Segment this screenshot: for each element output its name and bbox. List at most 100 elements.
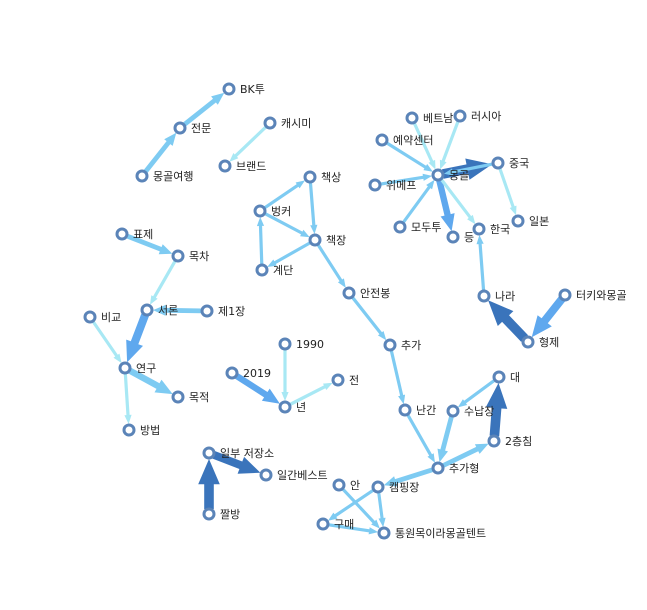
node-vietnam[interactable]: 베트남 — [405, 111, 453, 125]
node-bktu[interactable]: BK투 — [222, 82, 265, 96]
node-wimepeu[interactable]: 위메프 — [368, 178, 416, 192]
node-seoron[interactable]: 서론 — [140, 303, 178, 317]
node-circle[interactable] — [332, 478, 346, 492]
node-yeongu[interactable]: 연구 — [118, 361, 156, 375]
node-bangbeop[interactable]: 방법 — [122, 423, 160, 437]
node-nyeon[interactable]: 년 — [278, 400, 306, 414]
node-mokcha[interactable]: 목차 — [171, 249, 209, 263]
node-turkey[interactable]: 터키와몽골 — [558, 288, 627, 302]
node-circle[interactable] — [135, 169, 149, 183]
node-circle[interactable] — [173, 121, 187, 135]
node-circle[interactable] — [218, 159, 232, 173]
node-circle[interactable] — [225, 366, 239, 380]
node-circle[interactable] — [222, 82, 236, 96]
node-circle[interactable] — [263, 116, 277, 130]
node-circle[interactable] — [477, 289, 491, 303]
node-bigyo[interactable]: 비교 — [83, 310, 121, 324]
node-anjeonbong[interactable]: 안전봉 — [342, 286, 390, 300]
node-circle[interactable] — [377, 526, 391, 540]
node-ilgan[interactable]: 일간베스트 — [259, 468, 328, 482]
node-circle[interactable] — [431, 168, 445, 182]
node-deung[interactable]: 등 — [446, 230, 474, 244]
node-circle[interactable] — [316, 517, 330, 531]
node-mokjeok[interactable]: 목적 — [171, 390, 209, 404]
node-circle[interactable] — [492, 370, 506, 384]
node-nara[interactable]: 나라 — [477, 289, 515, 303]
node-circle[interactable] — [278, 337, 292, 351]
node-circle[interactable] — [200, 304, 214, 318]
node-chaeksang[interactable]: 책상 — [303, 170, 341, 184]
node-circle[interactable] — [202, 507, 216, 521]
node-circle[interactable] — [371, 480, 385, 494]
node-sunapjang[interactable]: 수납장 — [446, 404, 494, 418]
node-circle[interactable] — [393, 220, 407, 234]
node-circle[interactable] — [521, 335, 535, 349]
node-circle[interactable] — [171, 390, 185, 404]
node-circle[interactable] — [368, 178, 382, 192]
node-pyoje[interactable]: 표제 — [115, 227, 153, 241]
node-circle[interactable] — [405, 111, 419, 125]
node-circle[interactable] — [383, 338, 397, 352]
node-circle[interactable] — [278, 400, 292, 414]
node-circle[interactable] — [446, 404, 460, 418]
node-circle[interactable] — [446, 230, 460, 244]
node-circle[interactable] — [259, 468, 273, 482]
node-brand[interactable]: 브랜드 — [218, 159, 266, 173]
node-jjalbang[interactable]: 짤방 — [202, 507, 240, 521]
node-n1990[interactable]: 1990 — [278, 337, 324, 351]
node-circle[interactable] — [118, 361, 132, 375]
node-jeonmun[interactable]: 전문 — [173, 121, 211, 135]
node-ichung[interactable]: 2층침 — [487, 434, 532, 448]
node-circle[interactable] — [171, 249, 185, 263]
node-japan[interactable]: 일본 — [511, 214, 549, 228]
node-je1jang[interactable]: 제1장 — [200, 304, 245, 318]
node-circle[interactable] — [83, 310, 97, 324]
node-circle[interactable] — [431, 461, 445, 475]
node-china[interactable]: 중국 — [491, 156, 529, 170]
node-circle[interactable] — [255, 263, 269, 277]
node-mongol[interactable]: 몽골 — [431, 168, 469, 182]
node-circle[interactable] — [253, 204, 267, 218]
node-yeyak[interactable]: 예약센터 — [375, 133, 433, 147]
node-ilbu[interactable]: 일부 저장소 — [202, 446, 274, 460]
node-circle[interactable] — [140, 303, 154, 317]
node-dae[interactable]: 대 — [492, 370, 520, 384]
node-circle[interactable] — [511, 214, 525, 228]
node-nangan[interactable]: 난간 — [398, 403, 436, 417]
node-hyeongje[interactable]: 형제 — [521, 335, 559, 349]
node-circle[interactable] — [115, 227, 129, 241]
node-circle[interactable] — [398, 403, 412, 417]
node-gumae[interactable]: 구매 — [316, 517, 354, 531]
node-russia[interactable]: 러시아 — [453, 109, 501, 123]
node-circle[interactable] — [375, 133, 389, 147]
node-circle[interactable] — [122, 423, 136, 437]
node-circle[interactable] — [308, 233, 322, 247]
node-label: BK투 — [240, 83, 265, 96]
node-korea[interactable]: 한국 — [472, 222, 510, 236]
node-circle[interactable] — [472, 222, 486, 236]
node-circle[interactable] — [491, 156, 505, 170]
node-cashmere[interactable]: 캐시미 — [263, 116, 311, 130]
node-circle[interactable] — [331, 373, 345, 387]
node-circle[interactable] — [342, 286, 356, 300]
node-modutu[interactable]: 모두투 — [393, 220, 441, 234]
node-chugahyeong[interactable]: 추가형 — [431, 461, 479, 475]
node-tongwon[interactable]: 통원목이라몽골텐트 — [377, 526, 486, 540]
node-chuga[interactable]: 추가 — [383, 338, 421, 352]
node-label: 캐시미 — [281, 117, 311, 130]
node-bungker[interactable]: 벙커 — [253, 204, 291, 218]
node-circle[interactable] — [202, 446, 216, 460]
node-n2019[interactable]: 2019 — [225, 366, 271, 380]
edge-chugahyeong-to-camping — [383, 467, 434, 487]
node-circle[interactable] — [453, 109, 467, 123]
node-chaekjang[interactable]: 책장 — [308, 233, 346, 247]
node-gyedan[interactable]: 계단 — [255, 263, 293, 277]
node-circle[interactable] — [487, 434, 501, 448]
node-jeon[interactable]: 전 — [331, 373, 359, 387]
node-mongolyeohaeng[interactable]: 몽골여행 — [135, 169, 193, 183]
node-an[interactable]: 안 — [332, 478, 360, 492]
node-camping[interactable]: 캠핑장 — [371, 480, 419, 494]
node-circle[interactable] — [303, 170, 317, 184]
node-circle[interactable] — [558, 288, 572, 302]
node-label: 캠핑장 — [389, 481, 419, 494]
